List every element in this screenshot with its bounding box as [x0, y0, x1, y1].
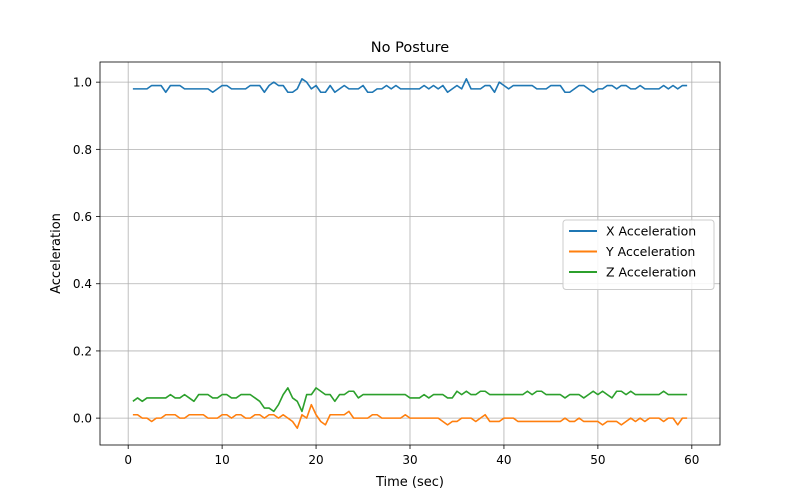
- series-line-y-acceleration: [132, 403, 688, 430]
- legend-label: X Acceleration: [606, 224, 696, 239]
- legend: X Acceleration Y Acceleration Z Accelerati…: [562, 219, 715, 290]
- y-tick-label: 0.2: [73, 344, 92, 358]
- x-tick-label: 50: [590, 453, 605, 467]
- x-tick-label: 0: [124, 453, 132, 467]
- chart-title: No Posture: [371, 40, 449, 56]
- x-tick-label: 30: [402, 453, 417, 467]
- legend-label: Z Acceleration: [606, 265, 696, 280]
- axis-ticks: 0 10 20 30 40 50 60 0.0 0.2 0.4 0.6 0.8 1.0: [73, 76, 700, 467]
- y-axis-label: Acceleration: [49, 213, 64, 294]
- x-tick-label: 40: [496, 453, 511, 467]
- y-tick-label: 0.4: [73, 277, 92, 291]
- x-tick-label: 10: [214, 453, 229, 467]
- series-line-x-acceleration: [132, 78, 688, 94]
- legend-label: Y Acceleration: [605, 244, 695, 259]
- x-tick-label: 20: [308, 453, 323, 467]
- y-tick-label: 1.0: [73, 76, 92, 90]
- legend-box: [562, 219, 715, 290]
- x-axis-label: Time (sec): [375, 475, 444, 490]
- y-tick-label: 0.0: [73, 412, 92, 426]
- series-line-z-acceleration: [132, 387, 688, 413]
- x-tick-label: 60: [684, 453, 699, 467]
- y-tick-label: 0.6: [73, 210, 92, 224]
- series-lines: [132, 78, 688, 430]
- y-tick-label: 0.8: [73, 143, 92, 157]
